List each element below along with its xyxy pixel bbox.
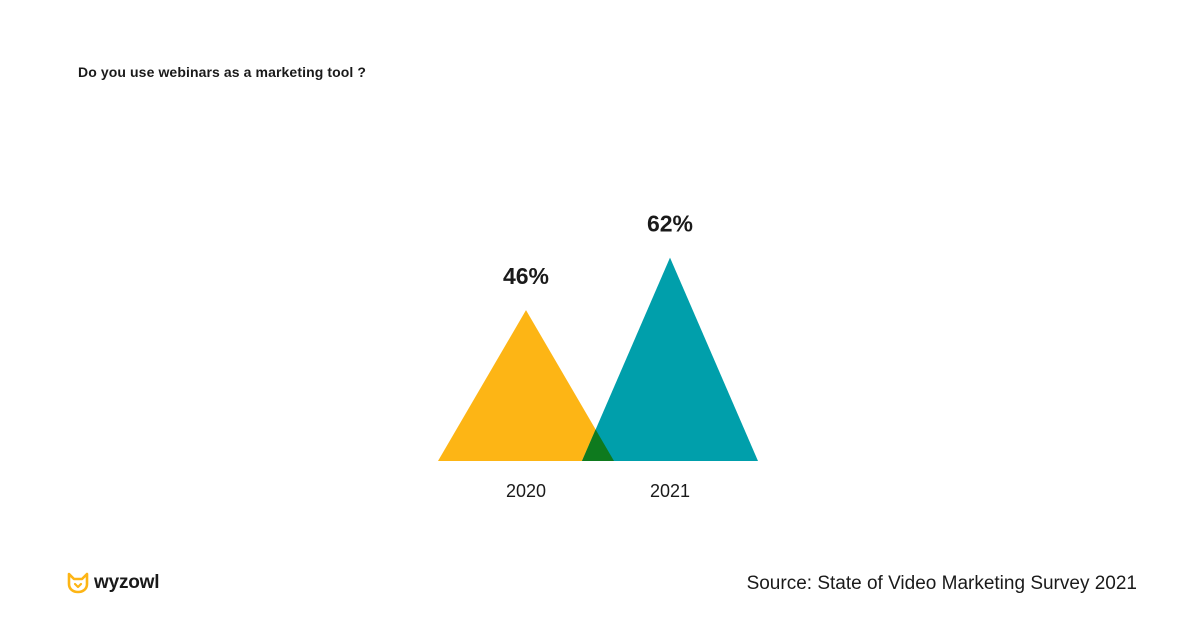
- fox-head-icon: [67, 572, 89, 594]
- source-note: Source: State of Video Marketing Survey …: [746, 573, 1137, 594]
- chart-marks: [438, 257, 758, 461]
- wyzowl-logo: wyzowl: [66, 571, 160, 595]
- triangle-overlap: [582, 429, 614, 461]
- triangle-bar-2021: [582, 257, 758, 461]
- chart-labels: 46% 2020 62% 2021: [503, 211, 693, 501]
- triangle-bar-2020: [438, 310, 614, 461]
- brand-name: wyzowl: [94, 572, 160, 593]
- category-label-2021: 2021: [650, 481, 690, 501]
- category-label-2020: 2020: [506, 481, 546, 501]
- chart-title: Do you use webinars as a marketing tool …: [78, 64, 367, 80]
- value-label-2020: 46%: [503, 263, 549, 289]
- value-label-2021: 62%: [647, 211, 693, 237]
